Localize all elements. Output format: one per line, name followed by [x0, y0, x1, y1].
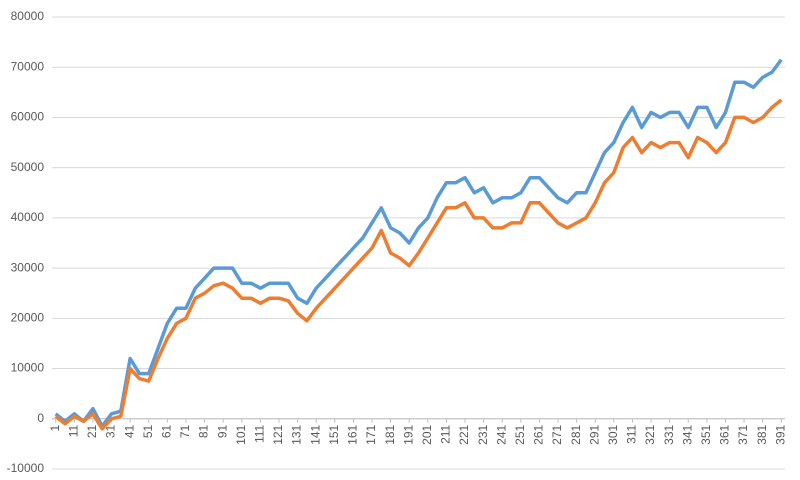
x-tick-label: 91 — [215, 424, 229, 438]
y-tick-label: 10000 — [11, 361, 45, 375]
x-tick-label: 301 — [606, 424, 620, 444]
series-line — [54, 98, 783, 431]
y-tick-label: 70000 — [11, 59, 45, 73]
x-tick-label: 101 — [234, 424, 248, 444]
x-tick-label: 11 — [66, 424, 80, 437]
x-tick-label: 391 — [773, 424, 787, 444]
x-tick-label: 261 — [532, 424, 546, 444]
y-tick-label: 80000 — [11, 9, 45, 23]
x-tick-label: 171 — [364, 424, 378, 444]
y-tick-label: 0 — [37, 411, 44, 425]
y-tick-label: 40000 — [11, 210, 45, 224]
x-tick-label: 31 — [104, 424, 118, 438]
x-tick-label: 191 — [401, 424, 415, 444]
x-tick-label: 151 — [327, 424, 341, 444]
x-tick-label: 341 — [680, 424, 694, 444]
x-tick-label: 331 — [662, 424, 676, 444]
x-tick-label: 141 — [308, 424, 322, 444]
x-tick-label: 1 — [48, 424, 62, 431]
x-tick-label: 321 — [643, 424, 657, 444]
y-tick-label: 50000 — [11, 160, 45, 174]
x-tick-label: 351 — [699, 424, 713, 444]
x-tick-label: 111 — [253, 424, 267, 443]
x-tick-label: 201 — [420, 424, 434, 444]
x-tick-label: 271 — [550, 424, 564, 444]
y-tick-label: 60000 — [11, 110, 45, 124]
y-tick-label: -10000 — [7, 461, 45, 475]
x-tick-label: 71 — [178, 424, 192, 438]
x-tick-label: 241 — [494, 424, 508, 444]
x-tick-label: 41 — [122, 424, 136, 438]
x-tick-label: 221 — [457, 424, 471, 444]
x-tick-label: 131 — [290, 424, 304, 444]
x-tick-label: 21 — [85, 424, 99, 438]
x-tick-label: 281 — [569, 424, 583, 444]
x-tick-label: 231 — [476, 424, 490, 444]
x-tick-label: 251 — [513, 424, 527, 444]
x-tick-label: 371 — [736, 424, 750, 444]
series-line — [54, 58, 783, 429]
x-tick-label: 311 — [625, 424, 639, 443]
x-tick-label: 51 — [141, 424, 155, 438]
x-tick-label: 121 — [271, 424, 285, 444]
x-tick-label: 381 — [755, 424, 769, 444]
x-tick-label: 291 — [587, 424, 601, 444]
y-tick-label: 20000 — [11, 311, 45, 325]
x-tick-label: 181 — [383, 424, 397, 444]
x-tick-label: 81 — [197, 424, 211, 438]
x-tick-label: 61 — [160, 424, 174, 438]
x-tick-label: 161 — [346, 424, 360, 444]
y-tick-label: 30000 — [11, 260, 45, 274]
x-tick-label: 361 — [718, 424, 732, 444]
x-tick-label: 211 — [439, 424, 453, 443]
